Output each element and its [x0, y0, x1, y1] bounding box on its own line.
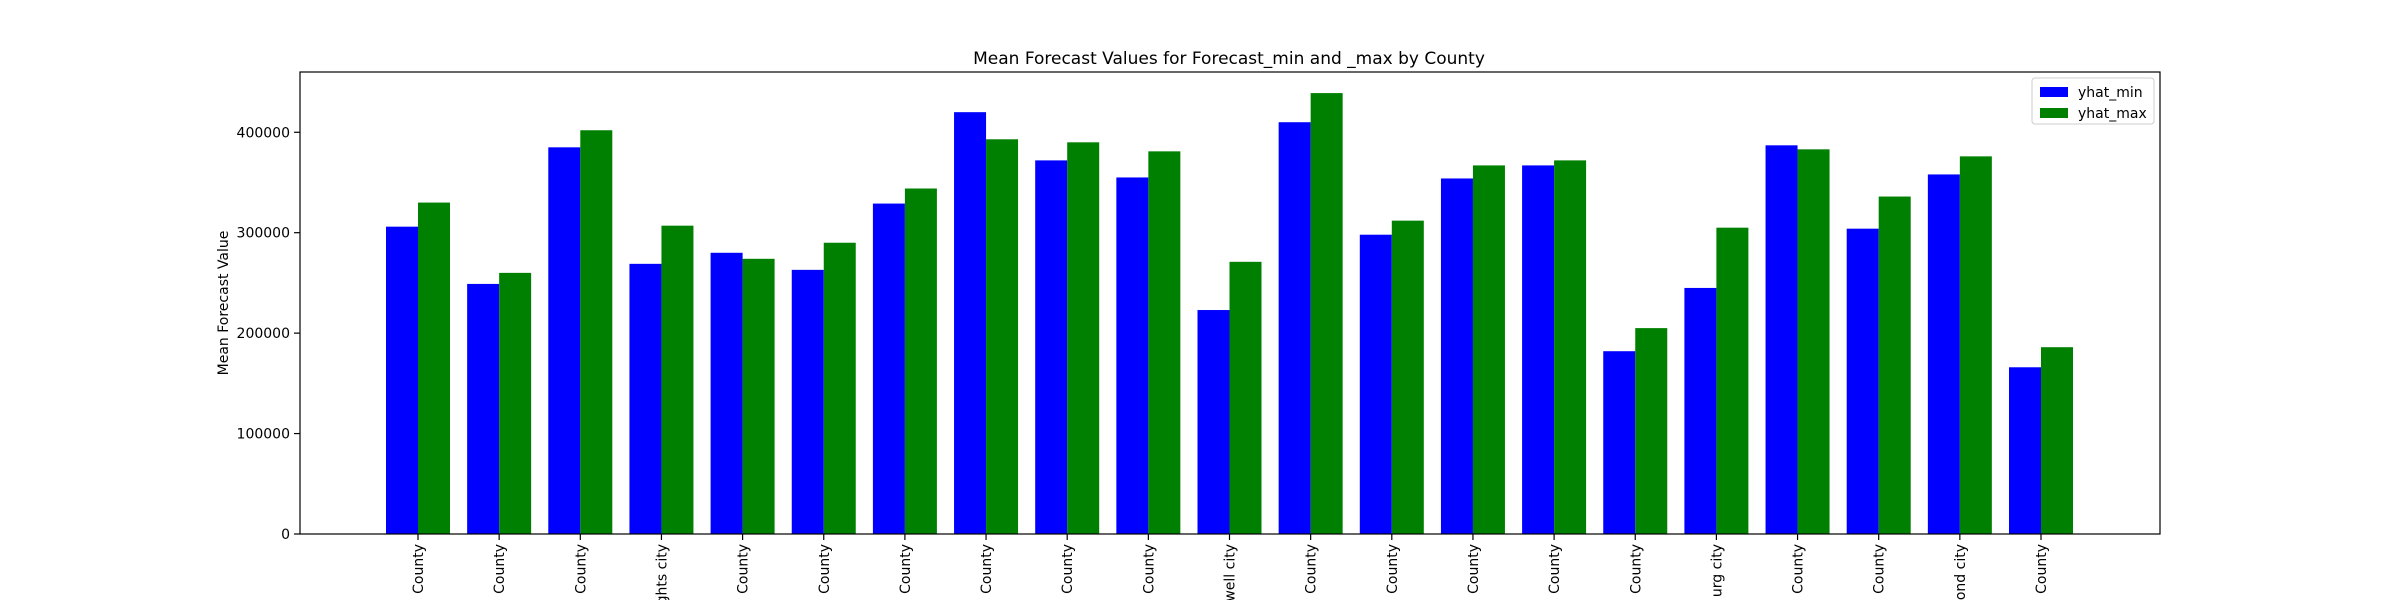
bar-yhat-max-6 — [823, 242, 856, 534]
x-axis-ticks: County County County ghts city County County C… — [411, 534, 2050, 600]
x-tick-label: County — [817, 544, 833, 594]
y-tick-label: 400000 — [237, 125, 290, 141]
bar-yhat-min-11 — [1197, 310, 1230, 534]
x-tick-label: County — [979, 544, 995, 594]
bar-yhat-max-8 — [986, 139, 1019, 534]
x-tick-label: County — [1060, 544, 1076, 594]
bar-yhat-max-16 — [1635, 328, 1668, 534]
legend-swatch-yhat-max — [2040, 108, 2068, 118]
bar-yhat-max-14 — [1472, 165, 1505, 534]
bar-yhat-max-21 — [2041, 347, 2073, 534]
bar-yhat-min-5 — [710, 252, 743, 535]
bar-yhat-max-13 — [1391, 220, 1424, 534]
x-tick-label: County — [1141, 544, 1157, 594]
bar-yhat-min-7 — [872, 203, 905, 534]
legend: yhat_min yhat_max — [2031, 77, 2155, 125]
chart-title: Mean Forecast Values for Forecast_min an… — [973, 49, 1485, 69]
y-tick-label: 200000 — [237, 326, 290, 342]
x-tick-label: County — [1791, 544, 1807, 594]
bar-yhat-min-18 — [1765, 145, 1798, 535]
bar-yhat-min-6 — [791, 269, 824, 534]
bar-yhat-max-20 — [1959, 156, 1992, 534]
bar-yhat-max-1 — [418, 202, 450, 534]
bars-group — [386, 93, 2073, 535]
x-tick-label: County — [573, 544, 589, 594]
x-tick-label: ond city — [1953, 544, 1969, 600]
legend-label-yhat-max: yhat_max — [2078, 106, 2147, 122]
bar-yhat-max-18 — [1797, 149, 1830, 534]
bar-yhat-min-3 — [548, 147, 581, 534]
x-tick-label: County — [411, 544, 427, 594]
bar-yhat-max-10 — [1148, 151, 1181, 534]
x-tick-label: County — [1304, 544, 1320, 594]
bar-yhat-max-2 — [499, 272, 532, 534]
bar-yhat-min-1 — [386, 226, 418, 535]
bar-yhat-max-3 — [580, 130, 613, 534]
bar-yhat-min-9 — [1035, 160, 1068, 534]
bar-yhat-max-19 — [1878, 196, 1911, 534]
bar-yhat-min-13 — [1359, 234, 1392, 534]
y-axis-label: Mean Forecast Value — [216, 231, 232, 376]
bar-yhat-min-10 — [1116, 177, 1149, 534]
bar-yhat-min-17 — [1684, 287, 1717, 534]
bar-yhat-max-9 — [1067, 142, 1100, 534]
bar-yhat-max-7 — [904, 188, 937, 535]
bar-yhat-min-14 — [1440, 178, 1473, 534]
x-tick-label: well city — [1223, 544, 1239, 600]
bar-yhat-min-15 — [1522, 165, 1555, 534]
x-tick-label: County — [1547, 544, 1563, 594]
x-tick-label: County — [898, 544, 914, 594]
x-tick-label: County — [2034, 544, 2050, 594]
bar-yhat-max-12 — [1310, 93, 1343, 534]
x-tick-label: urg city — [1709, 544, 1725, 597]
bar-yhat-max-17 — [1716, 227, 1749, 534]
x-tick-label: County — [1466, 544, 1482, 594]
legend-label-yhat-min: yhat_min — [2078, 85, 2143, 101]
bar-yhat-max-4 — [661, 225, 694, 534]
legend-swatch-yhat-min — [2040, 87, 2068, 97]
bar-yhat-max-11 — [1229, 261, 1262, 534]
bar-yhat-min-8 — [954, 112, 987, 534]
x-tick-label: County — [1385, 544, 1401, 594]
bar-yhat-min-21 — [2009, 367, 2041, 534]
bar-yhat-min-19 — [1846, 228, 1879, 534]
bar-yhat-min-12 — [1278, 122, 1311, 534]
x-tick-label: County — [1628, 544, 1644, 594]
x-tick-label: County — [736, 544, 752, 594]
x-tick-label: County — [1872, 544, 1888, 594]
bar-yhat-min-16 — [1603, 351, 1636, 534]
bar-yhat-min-2 — [467, 283, 500, 534]
x-tick-label: County — [492, 544, 508, 594]
x-tick-label: ghts city — [654, 544, 670, 600]
plot-frame — [299, 71, 2161, 535]
y-tick-label: 300000 — [237, 226, 290, 242]
y-tick-label: 100000 — [237, 427, 290, 443]
bar-yhat-max-15 — [1554, 160, 1587, 534]
y-axis-ticks: 0 100000 200000 300000 400000 — [237, 125, 300, 543]
bar-yhat-max-5 — [742, 258, 775, 534]
y-tick-label: 0 — [281, 527, 290, 543]
bar-yhat-min-4 — [629, 263, 662, 534]
bar-yhat-min-20 — [1927, 174, 1960, 534]
